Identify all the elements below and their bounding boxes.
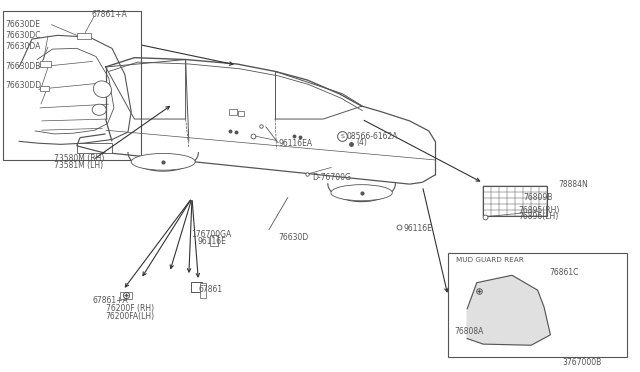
Ellipse shape — [92, 104, 106, 115]
Text: 73580M (RH): 73580M (RH) — [54, 154, 105, 163]
Bar — [483, 186, 547, 216]
Bar — [191, 282, 202, 292]
Text: 67861: 67861 — [198, 285, 223, 294]
Text: 76630DA: 76630DA — [5, 42, 40, 51]
Text: 76630DB: 76630DB — [5, 62, 40, 71]
Text: D-76700G: D-76700G — [312, 173, 351, 182]
Text: 96116E: 96116E — [198, 237, 227, 246]
Bar — [210, 235, 218, 246]
Text: 76630DD: 76630DD — [5, 81, 41, 90]
Text: 76809B: 76809B — [524, 193, 553, 202]
Text: 76896(LH): 76896(LH) — [518, 212, 559, 221]
Text: 73581M (LH): 73581M (LH) — [54, 161, 104, 170]
Text: 76630DC: 76630DC — [5, 31, 40, 40]
Bar — [77, 33, 91, 39]
Text: 67861+A: 67861+A — [93, 296, 129, 305]
Text: 76808A: 76808A — [454, 327, 484, 336]
Bar — [200, 283, 206, 298]
Bar — [77, 143, 112, 153]
Bar — [40, 86, 49, 91]
Polygon shape — [467, 275, 550, 345]
Text: MUD GUARD REAR: MUD GUARD REAR — [456, 257, 524, 263]
Text: 76200F (RH): 76200F (RH) — [106, 304, 154, 313]
Text: 76630D: 76630D — [278, 233, 308, 242]
Text: 78884N: 78884N — [559, 180, 588, 189]
Text: 96116E: 96116E — [403, 224, 432, 233]
Ellipse shape — [93, 81, 111, 97]
Text: 76895(RH): 76895(RH) — [518, 206, 560, 215]
Bar — [40, 61, 51, 67]
Bar — [448, 253, 627, 357]
Text: 08566-6162A: 08566-6162A — [347, 132, 398, 141]
Bar — [229, 109, 237, 115]
Text: S: S — [340, 134, 344, 139]
Bar — [120, 292, 132, 299]
Text: 176700GA: 176700GA — [191, 230, 232, 239]
Text: 76200FA(LH): 76200FA(LH) — [106, 312, 155, 321]
Bar — [3, 11, 141, 160]
Text: 76630DE: 76630DE — [5, 20, 40, 29]
Bar — [238, 111, 244, 116]
Ellipse shape — [331, 185, 392, 201]
Text: 76861C: 76861C — [549, 268, 579, 277]
Text: 96116EA: 96116EA — [278, 139, 312, 148]
Ellipse shape — [131, 154, 195, 170]
Text: 67861+A: 67861+A — [92, 10, 127, 19]
Text: (4): (4) — [356, 138, 367, 147]
Text: 3767000B: 3767000B — [563, 358, 602, 367]
